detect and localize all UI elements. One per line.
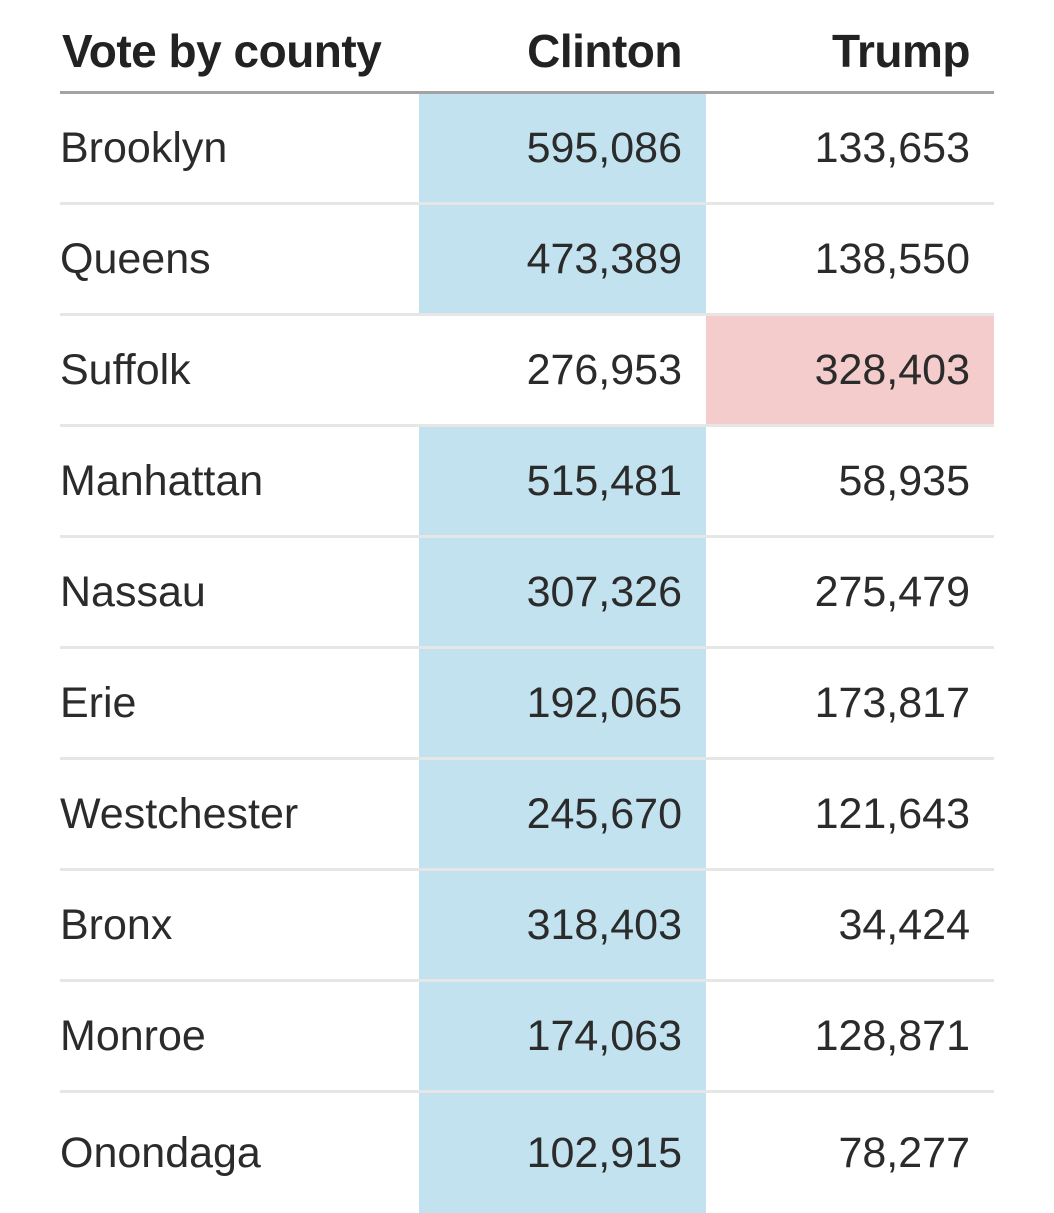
clinton-cell: 515,481 (419, 427, 706, 535)
county-cell: Nassau (60, 567, 206, 616)
clinton-cell: 318,403 (419, 871, 706, 979)
table-row: Suffolk 276,953 328,403 (60, 316, 994, 427)
clinton-cell: 595,086 (419, 94, 706, 202)
table-row: Brooklyn 595,086 133,653 (60, 94, 994, 205)
county-cell: Erie (60, 678, 137, 727)
trump-cell: 121,643 (814, 789, 970, 838)
trump-cell: 275,479 (814, 567, 970, 616)
county-cell: Bronx (60, 900, 173, 949)
table-row: Westchester 245,670 121,643 (60, 760, 994, 871)
county-cell: Westchester (60, 789, 299, 838)
table-row: Monroe 174,063 128,871 (60, 982, 994, 1093)
trump-cell: 173,817 (814, 678, 970, 727)
county-cell: Manhattan (60, 456, 264, 505)
clinton-cell: 174,063 (419, 982, 706, 1090)
trump-cell: 128,871 (814, 1011, 970, 1060)
county-cell: Brooklyn (60, 123, 228, 172)
trump-cell: 78,277 (838, 1128, 970, 1177)
header-county: Vote by county (62, 25, 382, 77)
table-row: Bronx 318,403 34,424 (60, 871, 994, 982)
county-cell: Suffolk (60, 345, 191, 394)
trump-cell: 58,935 (838, 456, 970, 505)
trump-cell: 138,550 (814, 234, 970, 283)
clinton-cell: 102,915 (419, 1093, 706, 1213)
county-results-table: Vote by county Clinton Trump Brooklyn 595… (60, 0, 994, 1213)
clinton-cell: 276,953 (526, 345, 682, 394)
table-row: Queens 473,389 138,550 (60, 205, 994, 316)
table-row: Manhattan 515,481 58,935 (60, 427, 994, 538)
clinton-cell: 307,326 (419, 538, 706, 646)
table-body: Brooklyn 595,086 133,653 Queens 473,389 138,5… (60, 94, 994, 1213)
county-cell: Onondaga (60, 1128, 261, 1177)
trump-cell: 133,653 (814, 123, 970, 172)
table-row: Erie 192,065 173,817 (60, 649, 994, 760)
table-row: Nassau 307,326 275,479 (60, 538, 994, 649)
county-cell: Monroe (60, 1011, 206, 1060)
trump-cell: 328,403 (706, 316, 994, 424)
table-row: Onondaga 102,915 78,277 (60, 1093, 994, 1213)
header-clinton: Clinton (527, 25, 682, 77)
clinton-cell: 473,389 (419, 205, 706, 313)
county-cell: Queens (60, 234, 211, 283)
header-trump: Trump (831, 25, 971, 77)
trump-cell: 34,424 (838, 900, 970, 949)
clinton-cell: 192,065 (419, 649, 706, 757)
clinton-cell: 245,670 (419, 760, 706, 868)
table-header: Vote by county Clinton Trump (60, 0, 994, 94)
